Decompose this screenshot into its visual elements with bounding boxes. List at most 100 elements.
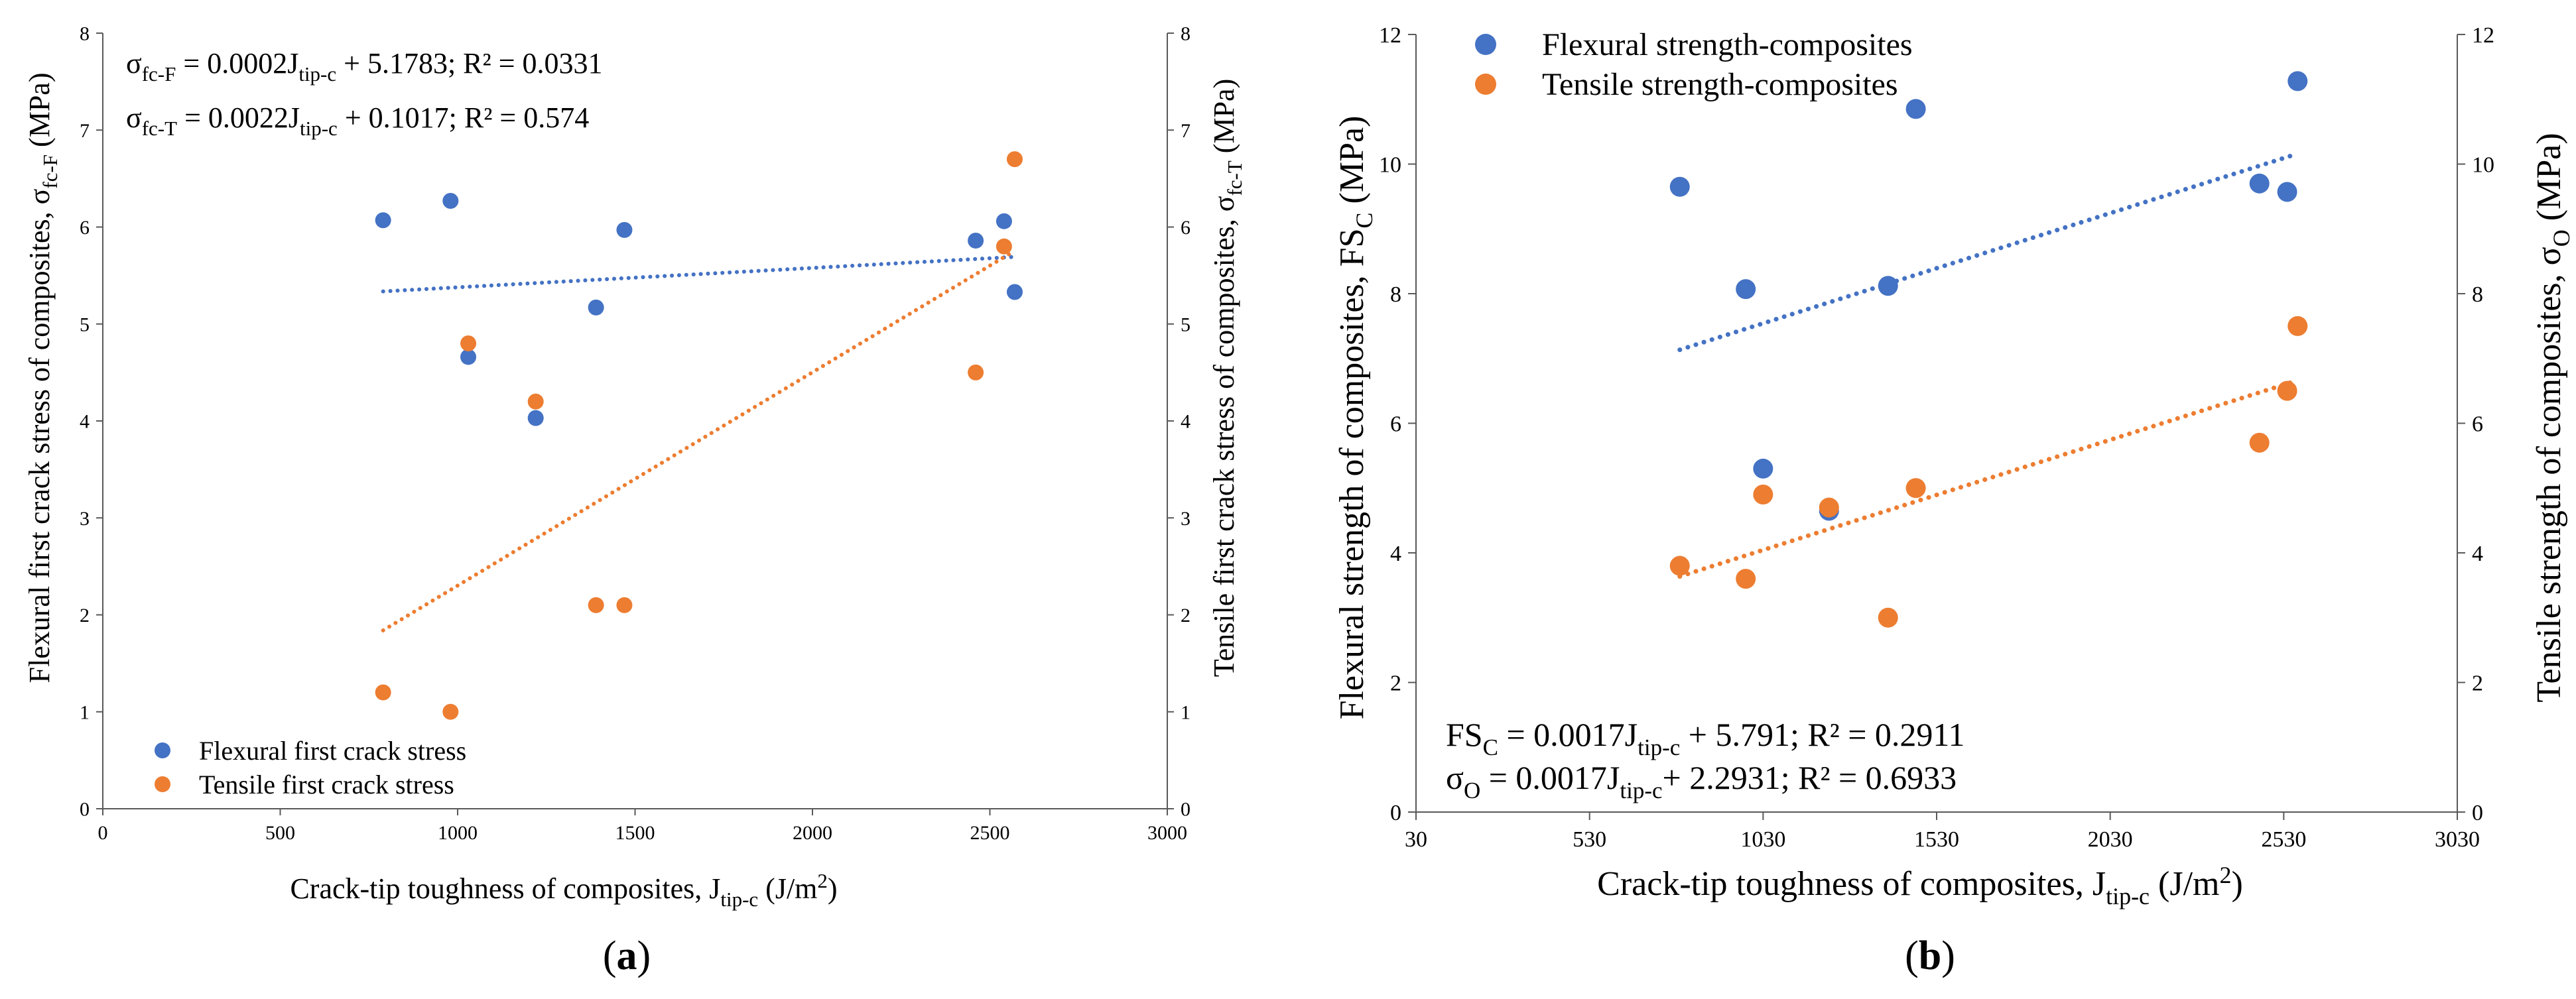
data-point-tensile-first-crack-stress bbox=[442, 703, 459, 720]
y-tick-label-left: 8 bbox=[1390, 282, 1401, 307]
data-point-tensile-strength-composites bbox=[1753, 485, 1773, 505]
legend-marker-flexural bbox=[155, 742, 170, 758]
x-tick-label: 2030 bbox=[2088, 827, 2133, 852]
data-point-tensile-first-crack-stress bbox=[527, 393, 544, 410]
trendlines bbox=[381, 249, 1017, 632]
y-tick-label-left: 6 bbox=[80, 217, 90, 239]
y-axis-title-right: Tensile first crack stress of composites… bbox=[1208, 79, 1246, 677]
x-tick-label: 500 bbox=[265, 822, 295, 844]
y-tick-label-left: 12 bbox=[1379, 23, 1401, 48]
x-tick-label: 2530 bbox=[2261, 827, 2306, 852]
x-tick-label: 3030 bbox=[2435, 827, 2480, 852]
data-point-flexural-strength-composites bbox=[1753, 458, 1773, 479]
equation-flexural: σfc-F = 0.0002Jtip-c + 5.1783; R² = 0.03… bbox=[126, 47, 603, 86]
data-point-flexural-first-crack-stress bbox=[968, 232, 984, 249]
y-tick-label-left: 3 bbox=[80, 508, 90, 530]
data-point-flexural-strength-composites bbox=[1669, 176, 1690, 197]
y-tick-label-right: 0 bbox=[1181, 799, 1191, 821]
tick-labels: 0 500 1000 1500 2000 2500 30000123456780123456… bbox=[80, 23, 1191, 845]
y-tick-label-left: 8 bbox=[80, 23, 90, 45]
data-point-tensile-first-crack-stress bbox=[616, 597, 633, 613]
y-tick-label-left: 2 bbox=[80, 605, 90, 626]
legend-label-flexural: Flexural first crack stress bbox=[199, 736, 466, 766]
legend-marker-flexural bbox=[1475, 34, 1496, 55]
data-point-flexural-first-crack-stress bbox=[375, 212, 391, 229]
trendline-tensile-strength-composites bbox=[1677, 378, 2300, 579]
data-point-flexural-first-crack-stress bbox=[996, 213, 1012, 229]
y-tick-label-right: 2 bbox=[2472, 671, 2483, 695]
data-point-flexural-first-crack-stress bbox=[588, 299, 604, 316]
chart-panel-b: 30 530 1030 1530 2030 2530 3030024681012024681… bbox=[1333, 23, 2575, 978]
y-tick-label-right: 6 bbox=[1181, 217, 1191, 239]
y-tick-label-left: 6 bbox=[1390, 412, 1401, 436]
legend: Flexural strength-composites Tensile str… bbox=[1475, 27, 1913, 102]
data-point-tensile-first-crack-stress bbox=[968, 364, 984, 381]
data-point-tensile-strength-composites bbox=[1669, 556, 1690, 576]
data-point-flexural-strength-composites bbox=[2277, 182, 2297, 202]
data-point-tensile-strength-composites bbox=[1905, 478, 1926, 499]
x-tick-label: 1530 bbox=[1914, 827, 1959, 852]
y-tick-label-right: 12 bbox=[2472, 23, 2494, 48]
equation-tensile: σO = 0.0017Jtip-c+ 2.2931; R² = 0.6933 bbox=[1446, 759, 1957, 803]
data-point-tensile-first-crack-stress bbox=[375, 684, 391, 701]
x-tick-label: 530 bbox=[1573, 827, 1606, 852]
trendline-tensile-first-crack-stress bbox=[381, 249, 1017, 632]
data-point-tensile-strength-composites bbox=[2277, 381, 2297, 401]
legend-label-tensile: Tensile strength-composites bbox=[1542, 67, 1898, 102]
legend-label-flexural: Flexural strength-composites bbox=[1542, 27, 1913, 62]
x-axis-title: Crack-tip toughness of composites, Jtip-… bbox=[290, 869, 837, 911]
y-axis-title-left: Flexural strength of composites, FSC (MP… bbox=[1333, 116, 1378, 720]
y-tick-label-right: 3 bbox=[1181, 508, 1191, 530]
y-tick-label-left: 1 bbox=[80, 701, 90, 723]
data-point-flexural-first-crack-stress bbox=[442, 193, 459, 209]
data-point-tensile-strength-composites bbox=[1878, 607, 1898, 628]
x-tick-label: 1000 bbox=[438, 822, 478, 844]
y-tick-label-right: 7 bbox=[1181, 120, 1191, 142]
y-tick-label-right: 1 bbox=[1181, 701, 1191, 723]
trendline-flexural-strength-composites bbox=[1677, 151, 2300, 353]
y-tick-label-right: 4 bbox=[1181, 411, 1191, 433]
y-tick-label-right: 2 bbox=[1181, 605, 1191, 626]
y-tick-label-right: 0 bbox=[2472, 801, 2483, 825]
data-point-tensile-first-crack-stress bbox=[460, 335, 477, 351]
panel-label-a: (a) bbox=[603, 933, 651, 978]
y-tick-label-right: 10 bbox=[2472, 152, 2494, 177]
x-tick-label: 30 bbox=[1405, 827, 1427, 852]
axes bbox=[1408, 34, 2465, 820]
data-point-tensile-first-crack-stress bbox=[1006, 151, 1023, 168]
data-point-flexural-first-crack-stress bbox=[527, 410, 544, 426]
equation-flexural: FSC = 0.0017Jtip-c + 5.791; R² = 0.2911 bbox=[1446, 716, 1965, 760]
legend-marker-tensile bbox=[1475, 74, 1496, 95]
y-tick-label-left: 0 bbox=[1390, 801, 1401, 825]
y-tick-label-right: 6 bbox=[2472, 412, 2483, 436]
trendline-flexural-first-crack-stress bbox=[381, 255, 1017, 294]
y-tick-label-left: 7 bbox=[80, 120, 90, 142]
x-tick-label: 0 bbox=[98, 822, 108, 844]
y-tick-label-left: 4 bbox=[1390, 542, 1401, 566]
data-point-flexural-strength-composites bbox=[1878, 276, 1898, 296]
legend-label-tensile: Tensile first crack stress bbox=[199, 770, 454, 799]
chart-panel-a: 0 500 1000 1500 2000 2500 30000123456780123456… bbox=[23, 23, 1246, 979]
data-point-tensile-strength-composites bbox=[1736, 569, 1756, 589]
data-point-flexural-strength-composites bbox=[1736, 279, 1756, 300]
data-points bbox=[375, 151, 1023, 720]
y-tick-label-left: 10 bbox=[1379, 152, 1401, 177]
y-tick-label-right: 5 bbox=[1181, 314, 1191, 335]
data-point-flexural-strength-composites bbox=[2249, 173, 2270, 194]
y-tick-label-right: 8 bbox=[1181, 23, 1191, 45]
x-tick-label: 1500 bbox=[615, 822, 655, 844]
data-point-flexural-strength-composites bbox=[1905, 99, 1926, 119]
axes bbox=[96, 32, 1174, 815]
x-axis-title: Crack-tip toughness of composites, Jtip-… bbox=[1597, 862, 2243, 910]
x-tick-label: 2500 bbox=[970, 822, 1010, 844]
y-tick-label-left: 2 bbox=[1390, 671, 1401, 695]
data-point-flexural-strength-composites bbox=[2287, 71, 2308, 91]
x-tick-label: 1030 bbox=[1740, 827, 1785, 852]
y-axis-title-left: Flexural first crack stress of composite… bbox=[23, 73, 62, 683]
y-tick-label-left: 0 bbox=[80, 799, 90, 821]
equation-tensile: σfc-T = 0.0022Jtip-c + 0.1017; R² = 0.57… bbox=[126, 101, 589, 140]
y-tick-label-left: 5 bbox=[80, 314, 90, 335]
y-tick-label-right: 8 bbox=[2472, 282, 2483, 307]
legend-marker-tensile bbox=[155, 776, 170, 792]
